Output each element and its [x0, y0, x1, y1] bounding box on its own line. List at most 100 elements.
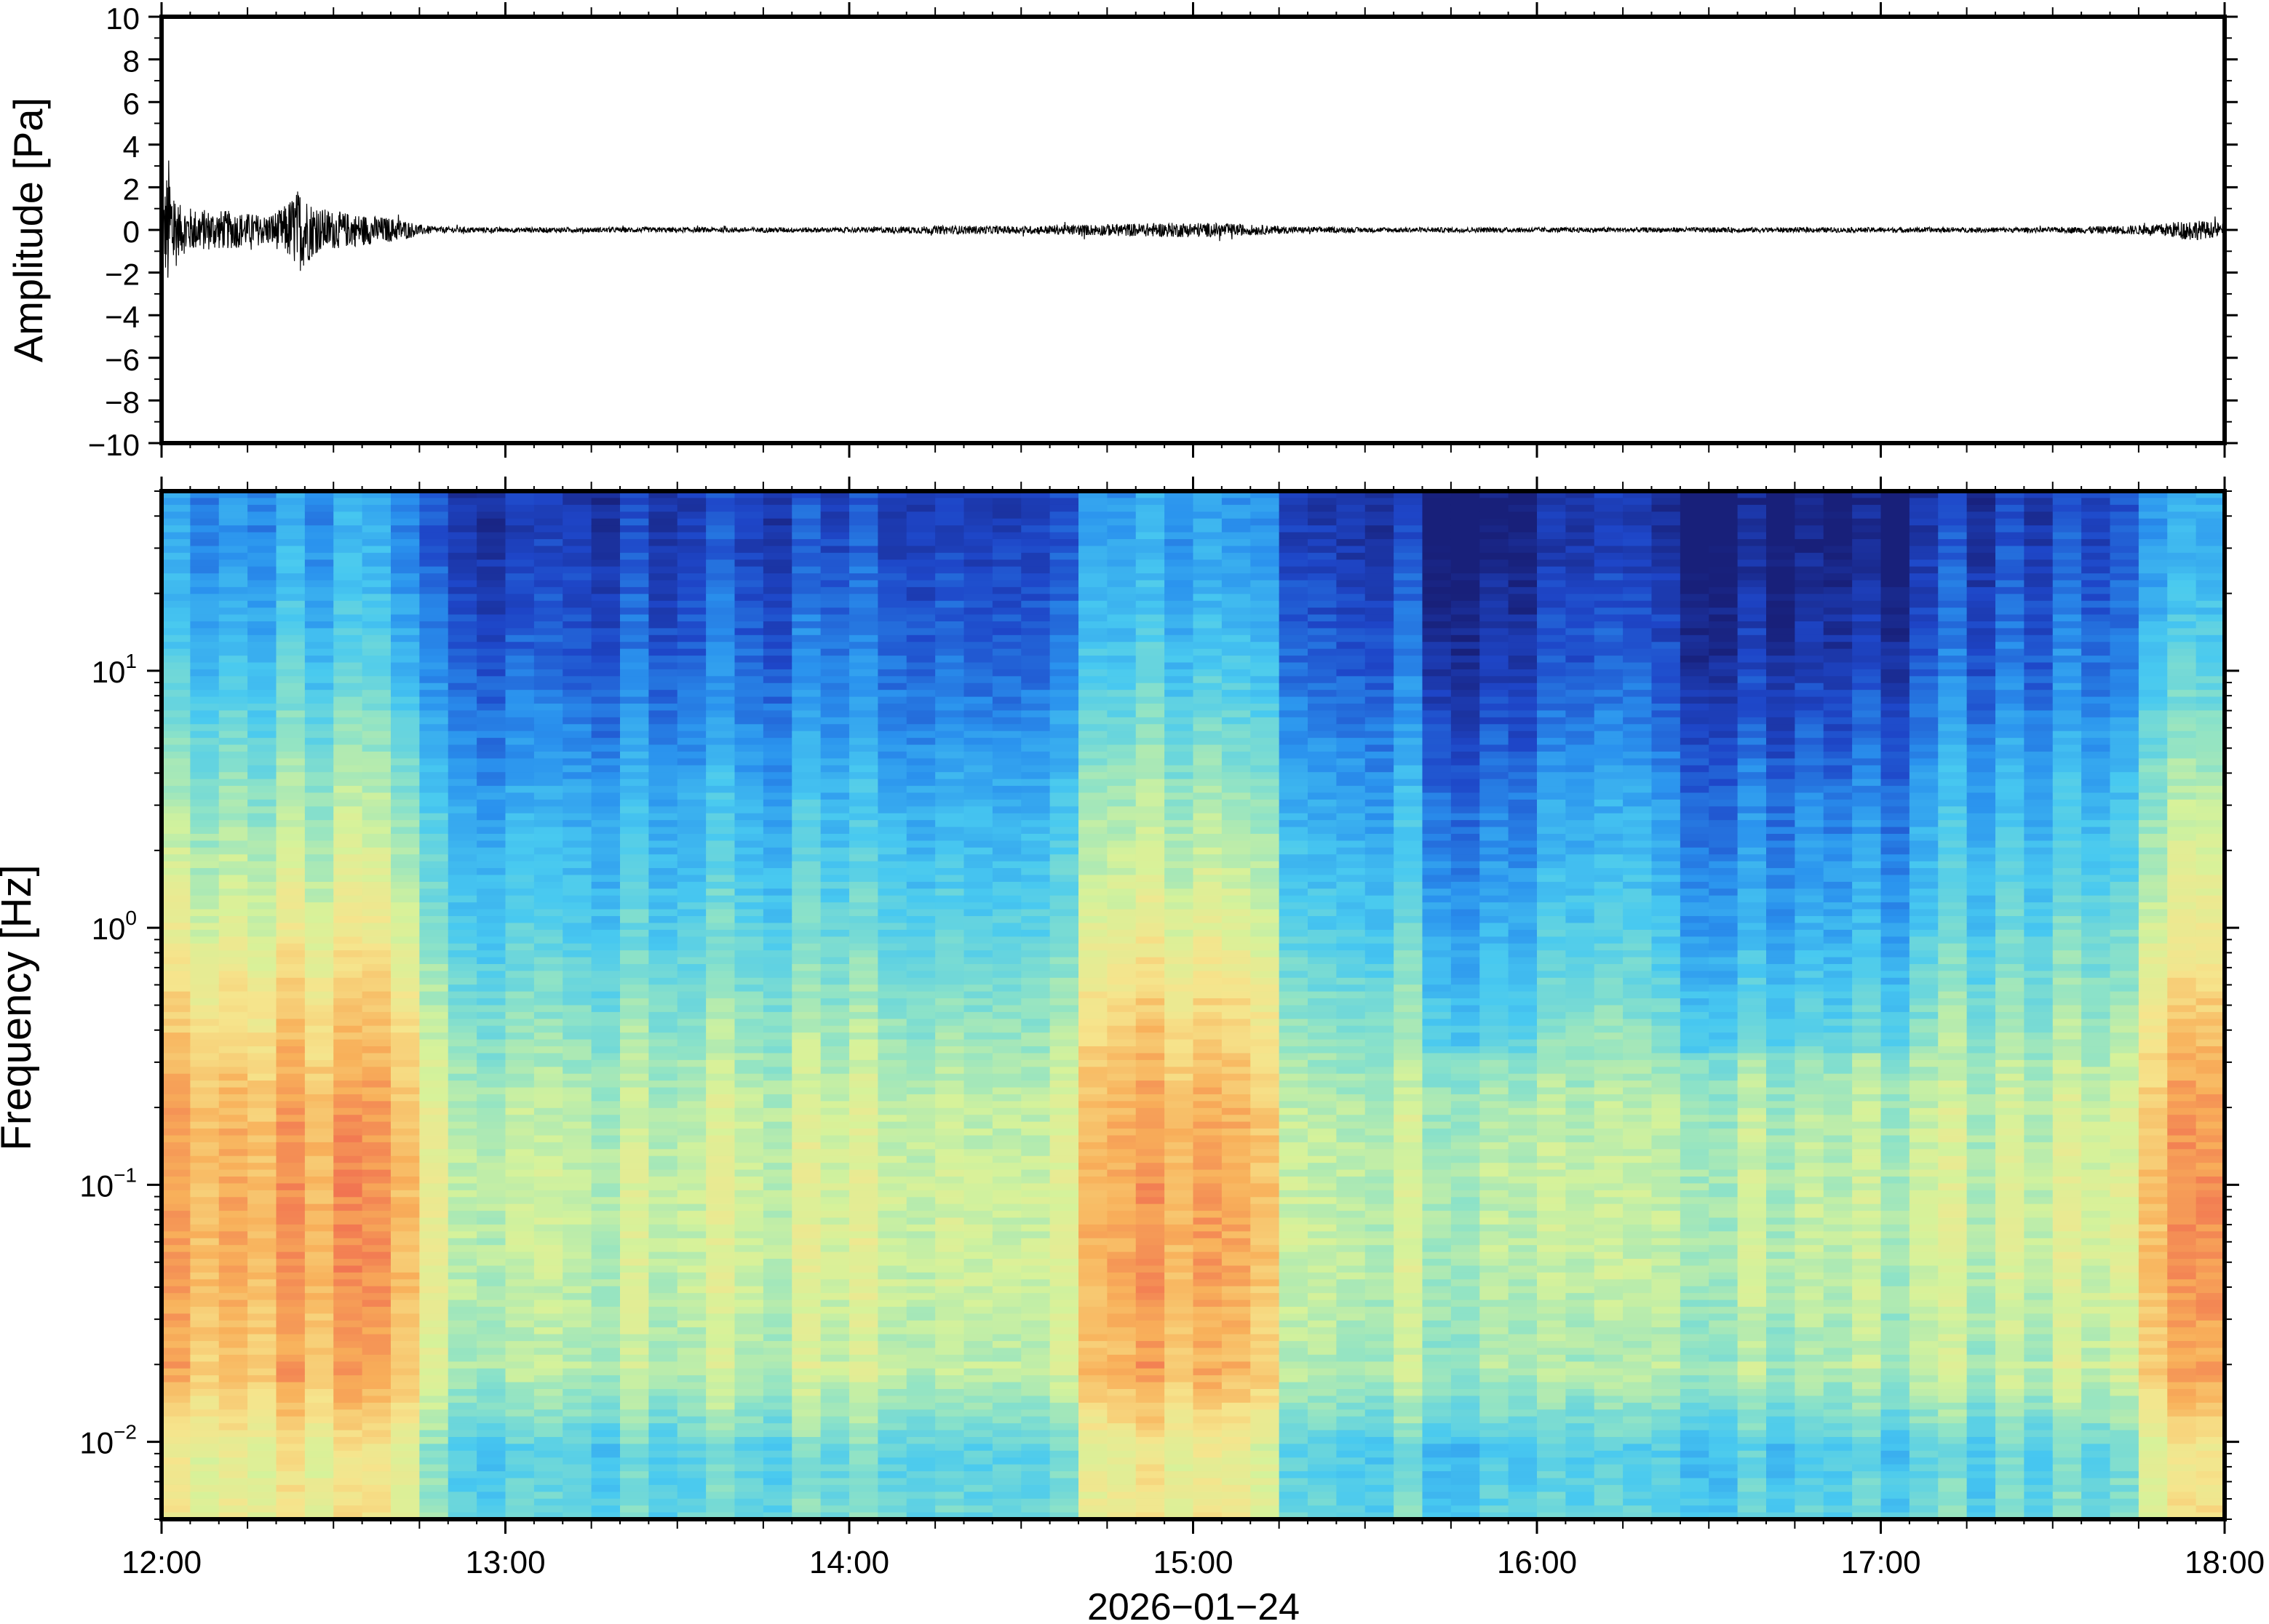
spectrogram-cell: [362, 765, 392, 773]
spectrogram-cell: [391, 1402, 421, 1411]
spectrogram-cell: [162, 1334, 191, 1342]
spectrogram-cell: [1049, 491, 1079, 499]
spectrogram-cell: [247, 957, 277, 965]
spectrogram-cell: [362, 1039, 392, 1047]
spectrogram-cell: [620, 1059, 650, 1068]
spectrogram-cell: [333, 1211, 363, 1219]
spectrogram-cell: [792, 1251, 822, 1259]
spectrogram-cell: [563, 1409, 592, 1417]
spectrogram-cell: [448, 923, 477, 931]
spectrogram-cell: [1021, 1073, 1051, 1081]
spectrogram-cell: [218, 1251, 248, 1259]
spectrogram-cell: [505, 881, 535, 890]
spectrogram-cell: [362, 779, 392, 787]
spectrogram-cell: [849, 1163, 879, 1171]
spectrogram-cell: [1021, 1265, 1051, 1273]
spectrogram-cell: [992, 538, 1022, 547]
spectrogram-cell: [247, 738, 277, 746]
spectrogram-cell: [648, 1073, 678, 1081]
spectrogram-cell: [162, 772, 191, 780]
spectrogram-cell: [419, 1046, 449, 1054]
spectrogram-cell: [505, 834, 535, 842]
spectrogram-cell: [563, 1471, 592, 1479]
spectrogram-cell: [391, 744, 421, 752]
spectrogram-cell: [878, 963, 907, 972]
spectrogram-cell: [677, 1197, 707, 1205]
spectrogram-cell: [162, 1368, 191, 1376]
spectrogram-cell: [391, 1478, 421, 1486]
spectrogram-cell: [1021, 840, 1051, 848]
spectrogram-cell: [563, 1231, 592, 1239]
spectrogram-cell: [792, 881, 822, 890]
spectrogram-cell: [247, 984, 277, 992]
spectrogram-cell: [849, 498, 879, 506]
spectrogram-cell: [333, 648, 363, 656]
spectrogram-cell: [906, 1073, 936, 1081]
spectrogram-cell: [505, 772, 535, 780]
spectrogram-cell: [218, 1471, 248, 1479]
spectrogram-cell: [304, 1286, 335, 1294]
spectrogram-cell: [448, 669, 477, 677]
spectrogram-cell: [820, 1492, 850, 1500]
spectrogram-cell: [1049, 1135, 1079, 1143]
spectrogram-cell: [734, 1121, 764, 1129]
spectrogram-cell: [563, 710, 592, 718]
spectrogram-cell: [218, 854, 248, 862]
spectrogram-cell: [448, 1396, 477, 1404]
spectrogram-cell: [276, 1142, 306, 1150]
spectrogram-cell: [992, 1183, 1022, 1191]
spectrogram-cell: [1049, 984, 1079, 992]
spectrogram-cell: [792, 957, 822, 965]
spectrogram-cell: [935, 600, 965, 608]
spectrogram-cell: [448, 1094, 477, 1102]
spectrogram-cell: [505, 799, 535, 808]
spectrogram-cell: [247, 608, 277, 616]
spectrogram-cell: [419, 772, 449, 780]
spectrogram-cell: [648, 1238, 678, 1246]
spectrogram-cell: [620, 1293, 650, 1301]
spectrogram-cell: [419, 1368, 449, 1376]
spectrogram-cell: [906, 704, 936, 712]
spectrogram-cell: [190, 1396, 220, 1404]
spectrogram-cell: [935, 1396, 965, 1404]
spectrogram-cell: [706, 738, 736, 746]
spectrogram-cell: [677, 504, 707, 513]
spectrogram-cell: [533, 498, 564, 506]
spectrogram-cell: [304, 1121, 335, 1129]
spectrogram-cell: [734, 751, 764, 760]
spectrogram-cell: [247, 1177, 277, 1185]
spectrogram-cell: [591, 704, 621, 712]
spectrogram-cell: [1049, 1203, 1079, 1211]
spectrogram-cell: [963, 512, 993, 520]
spectrogram-cell: [190, 1457, 220, 1465]
spectrogram-cell: [878, 1327, 907, 1335]
spectrogram-cell: [333, 1402, 363, 1411]
spectrogram-cell: [190, 1279, 220, 1287]
spectrogram-cell: [533, 1011, 564, 1020]
spectrogram-cell: [677, 1444, 707, 1452]
spectrogram-cell: [648, 642, 678, 650]
spectrogram-cell: [1049, 1107, 1079, 1116]
spectrogram-cell: [820, 909, 850, 917]
spectrogram-cell: [190, 1375, 220, 1383]
spectrogram-cell: [1021, 1512, 1051, 1519]
spectrogram-cell: [218, 1492, 248, 1500]
spectrogram-cell: [591, 1471, 621, 1479]
spectrogram-cell: [505, 731, 535, 739]
spectrogram-cell: [706, 943, 736, 951]
spectrogram-cell: [448, 1115, 477, 1123]
spectrogram-cell: [448, 1354, 477, 1363]
spectrogram-cell: [935, 881, 965, 890]
spectrogram-cell: [963, 806, 993, 814]
spectrogram-cell: [591, 1087, 621, 1095]
spectrogram-cell: [849, 1505, 879, 1513]
spectrogram-cell: [763, 957, 793, 965]
spectrogram-cell: [849, 642, 879, 650]
spectrogram-cell: [677, 1129, 707, 1137]
spectrogram-cell: [906, 929, 936, 938]
spectrogram-cell: [333, 662, 363, 670]
spectrogram-cell: [906, 518, 936, 526]
spectrogram-cell: [591, 977, 621, 986]
spectrogram-cell: [820, 1464, 850, 1472]
spectrogram-cell: [505, 1053, 535, 1061]
